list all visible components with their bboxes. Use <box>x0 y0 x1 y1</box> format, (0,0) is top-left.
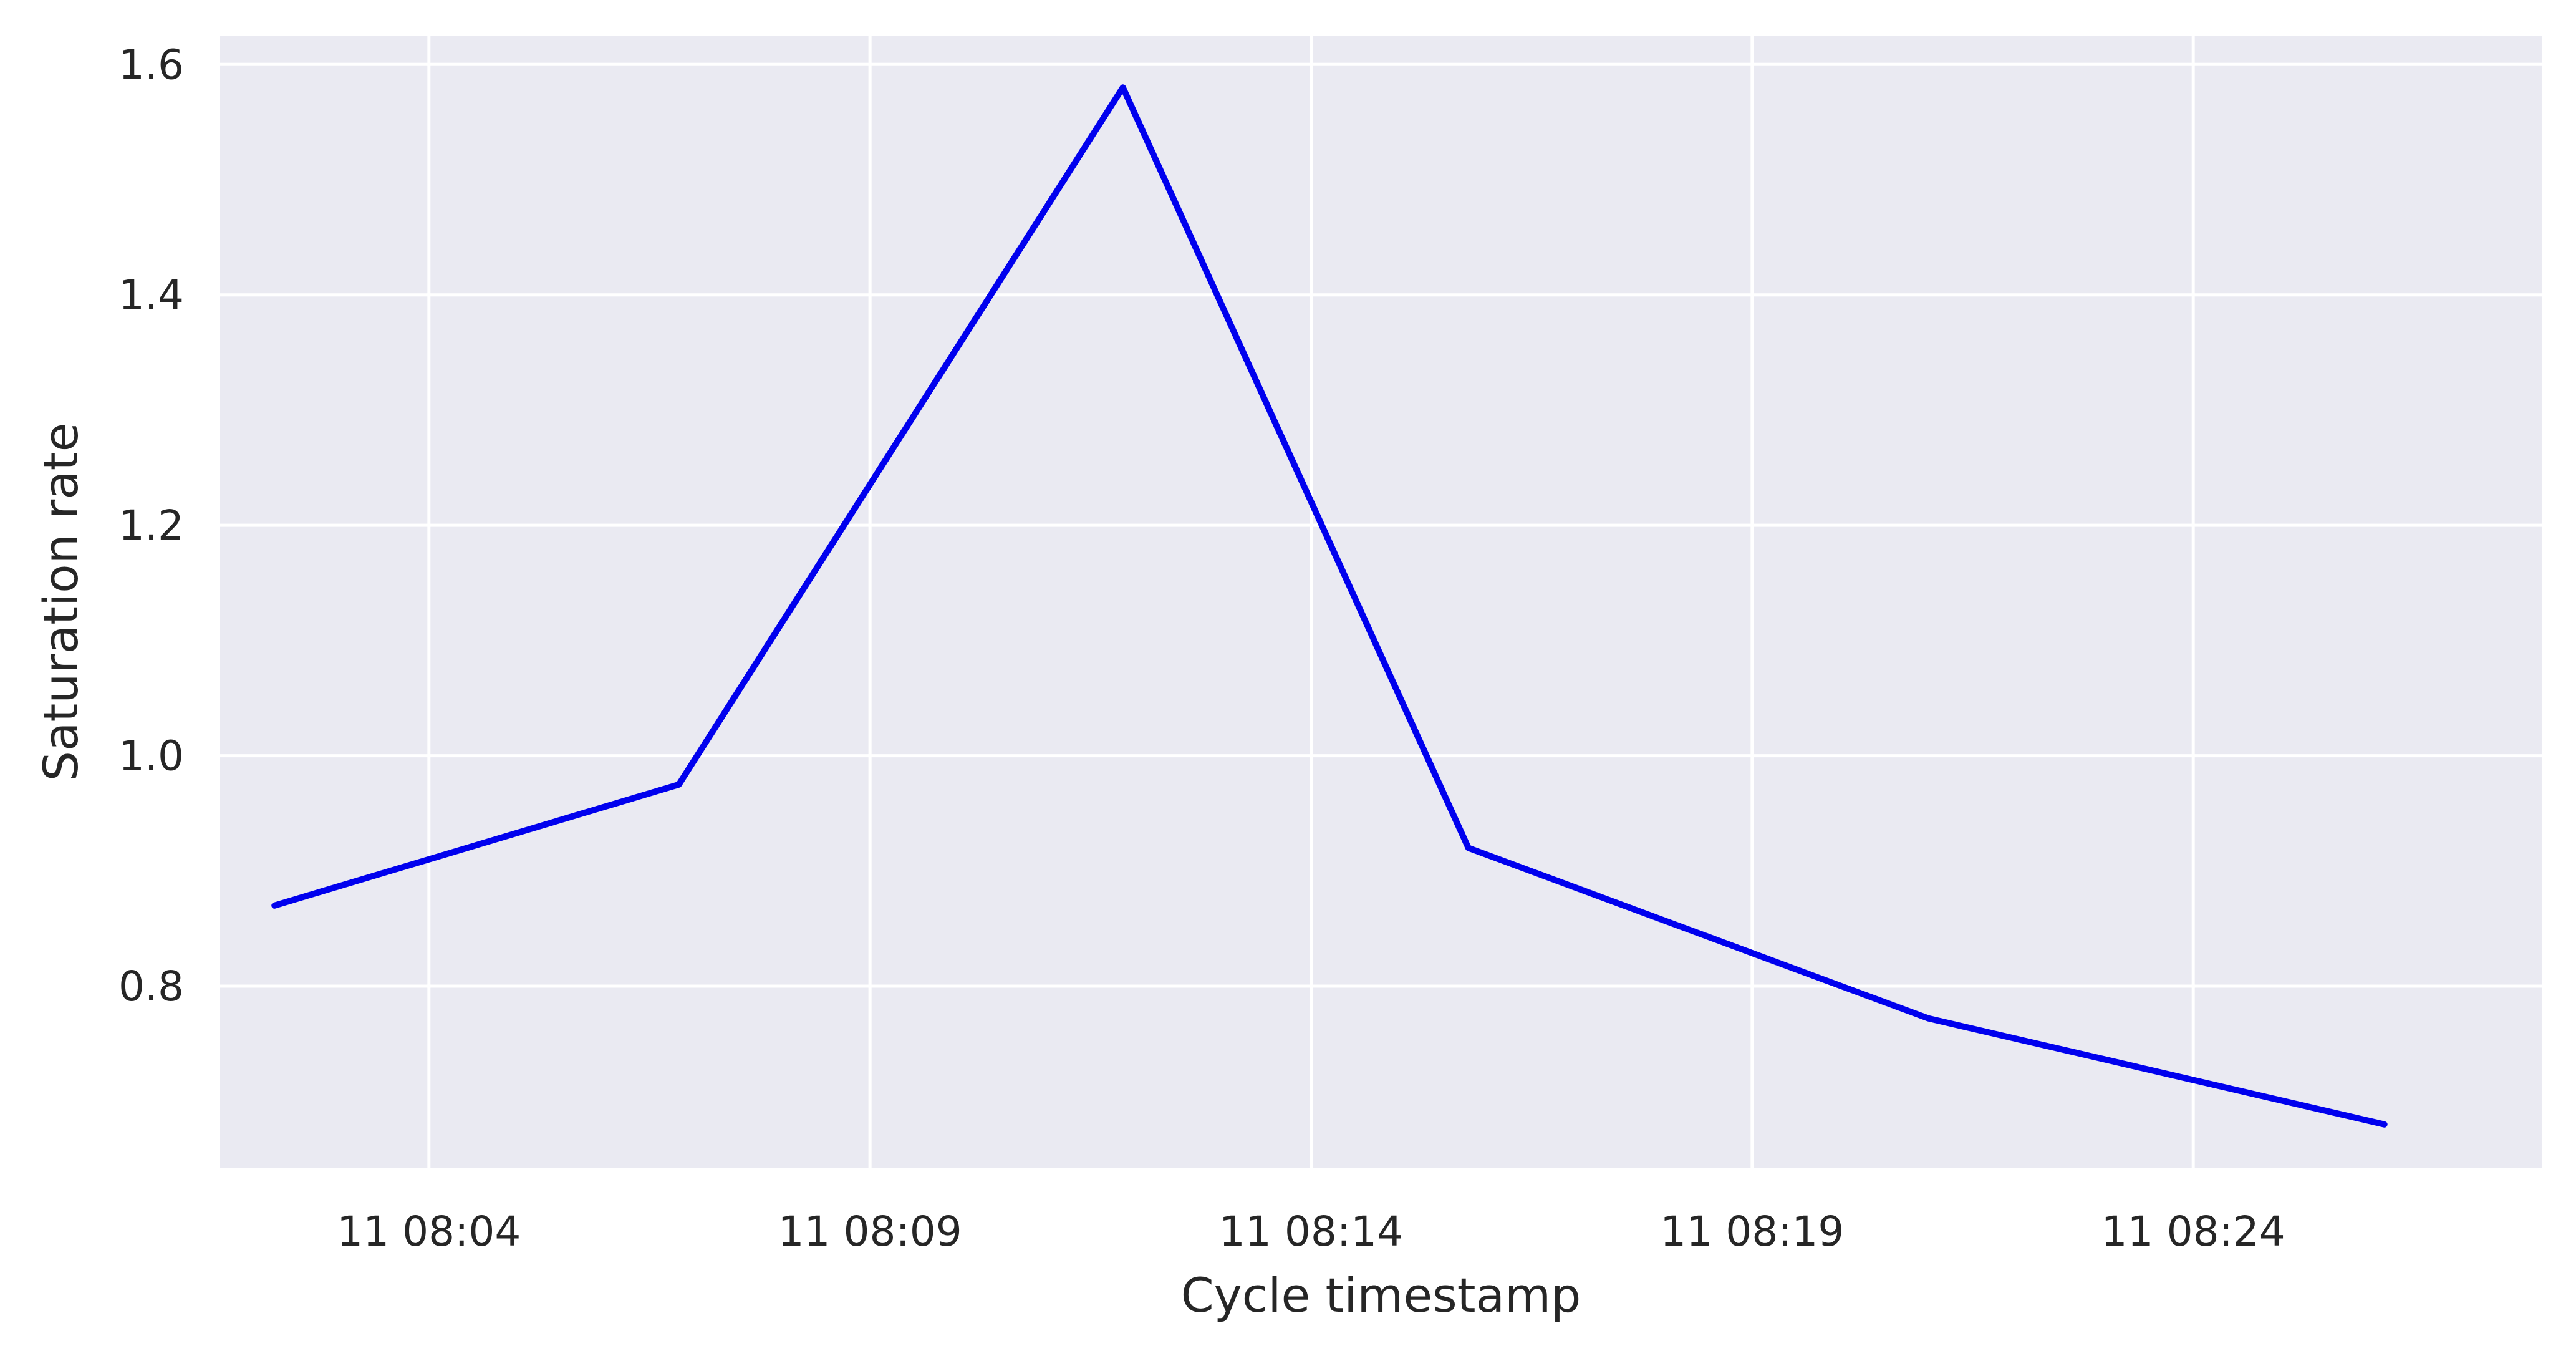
plot-area <box>220 36 2542 1168</box>
y-tick-label: 1.6 <box>118 41 184 89</box>
data-point <box>2382 1122 2386 1126</box>
y-axis-label: Saturation rate <box>33 423 89 782</box>
data-point <box>1926 1016 1931 1020</box>
y-tick-label: 1.2 <box>118 501 184 550</box>
series-layer <box>271 84 2388 1128</box>
x-tick-label: 11 08:09 <box>778 1208 962 1256</box>
x-tick-label: 11 08:04 <box>337 1208 521 1256</box>
x-tick-label: 11 08:24 <box>2101 1208 2285 1256</box>
y-tick-label: 0.8 <box>118 962 184 1010</box>
data-point <box>677 782 681 787</box>
series-line <box>271 84 2388 1128</box>
x-axis-label: Cycle timestamp <box>1181 1267 1581 1323</box>
y-tick-label: 1.0 <box>118 732 184 780</box>
data-point <box>1466 846 1470 850</box>
y-tick-label: 1.4 <box>118 271 184 319</box>
data-point <box>1121 85 1125 90</box>
x-tick-label: 11 08:14 <box>1219 1208 1403 1256</box>
x-tick-labels: 11 08:04 11 08:09 11 08:14 11 08:19 11 08:24 <box>337 1208 2285 1256</box>
x-tick-label: 11 08:19 <box>1660 1208 1844 1256</box>
y-tick-labels: 0.8 1.0 1.2 1.4 1.6 <box>118 41 184 1010</box>
data-point <box>273 903 277 908</box>
grid-lines <box>220 36 2542 1168</box>
